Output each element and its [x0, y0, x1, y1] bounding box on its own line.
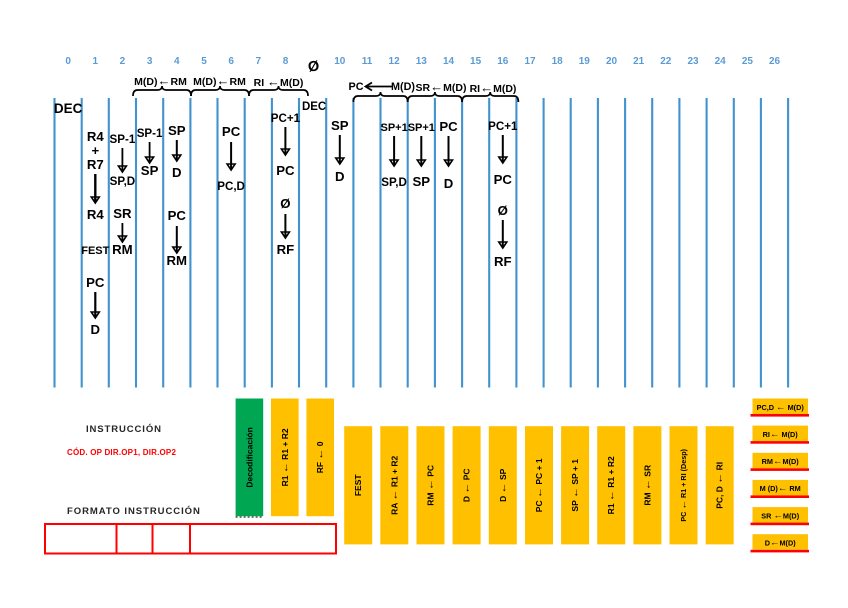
svg-text:1: 1: [93, 56, 99, 67]
svg-text:PC: PC: [222, 124, 241, 139]
svg-text:+: +: [91, 143, 99, 158]
svg-text:RF: RF: [277, 242, 295, 257]
svg-text:2: 2: [120, 56, 126, 67]
svg-text:PC, D ← RI: PC, D ← RI: [714, 462, 726, 509]
svg-text:R4: R4: [87, 207, 105, 222]
svg-text:CÓD. OP DIR.OP1, DIR.OP2: CÓD. OP DIR.OP1, DIR.OP2: [67, 448, 176, 457]
svg-text:SP: SP: [141, 163, 159, 178]
svg-text:SR ←M(D): SR ←M(D): [761, 510, 799, 521]
svg-text:Ø: Ø: [280, 196, 290, 211]
svg-text:18: 18: [552, 56, 564, 67]
svg-text:RF ← 0: RF ← 0: [314, 441, 326, 473]
svg-text:7: 7: [256, 56, 262, 67]
svg-text:RI ←M(D): RI ←M(D): [254, 74, 304, 89]
svg-text:R1 ← R1 + R2: R1 ← R1 + R2: [605, 456, 617, 514]
svg-text:PC+1: PC+1: [488, 120, 518, 133]
svg-text:8: 8: [283, 56, 289, 67]
svg-text:SP: SP: [168, 123, 186, 138]
svg-text:DEC: DEC: [302, 101, 326, 113]
svg-text:RM ← PC: RM ← PC: [425, 465, 437, 506]
svg-text:FEST: FEST: [353, 474, 363, 497]
svg-text:RM: RM: [112, 242, 133, 257]
svg-text:RI← M(D): RI← M(D): [763, 429, 799, 440]
svg-text:Ø: Ø: [498, 203, 508, 218]
svg-text:SP,D: SP,D: [110, 175, 136, 188]
svg-text:14: 14: [443, 56, 455, 67]
svg-text:PC: PC: [86, 275, 105, 290]
svg-text:4: 4: [174, 56, 180, 67]
svg-text:19: 19: [579, 56, 591, 67]
svg-text:PC ← R1 + RI (Desp): PC ← R1 + RI (Desp): [678, 448, 689, 521]
svg-text:12: 12: [389, 56, 401, 67]
svg-text:SP-1: SP-1: [137, 127, 163, 140]
svg-text:PC+1: PC+1: [271, 112, 301, 125]
svg-text:0: 0: [65, 56, 71, 67]
svg-text:PC: PC: [494, 172, 513, 187]
svg-text:RM: RM: [167, 253, 188, 268]
svg-text:SP+1: SP+1: [408, 122, 435, 134]
svg-text:PC,D: PC,D: [217, 180, 245, 193]
svg-text:R7: R7: [87, 157, 104, 172]
svg-text:Decodificación: Decodificación: [244, 427, 254, 487]
svg-text:21: 21: [633, 56, 645, 67]
svg-text:SP ← SP + 1: SP ← SP + 1: [569, 459, 581, 512]
svg-text:15: 15: [470, 56, 482, 67]
svg-text:FEST: FEST: [81, 245, 109, 257]
svg-text:10: 10: [334, 56, 346, 67]
svg-text:M(D): M(D): [391, 81, 415, 93]
svg-text:6: 6: [228, 56, 234, 67]
svg-text:SP: SP: [413, 174, 431, 189]
svg-text:SR: SR: [113, 206, 132, 221]
svg-text:D ← SP: D ← SP: [497, 468, 509, 502]
svg-text:RI←M(D): RI←M(D): [470, 80, 517, 95]
svg-text:PC: PC: [168, 208, 187, 223]
svg-text:RA ← R1 + R2: RA ← R1 + R2: [388, 455, 400, 514]
svg-text:25: 25: [742, 56, 754, 67]
svg-text:D ← PC: D ← PC: [461, 468, 473, 502]
svg-text:PC: PC: [439, 119, 458, 134]
svg-text:PC,D ← M(D): PC,D ← M(D): [757, 402, 805, 413]
svg-text:SR←M(D): SR←M(D): [416, 79, 467, 94]
svg-text:SP: SP: [331, 118, 349, 133]
svg-text:SP-1: SP-1: [110, 133, 136, 146]
svg-text:13: 13: [416, 56, 428, 67]
svg-text:Ø: Ø: [307, 59, 320, 76]
svg-text:PC: PC: [276, 163, 295, 178]
svg-text:R1 ← R1 + R2: R1 ← R1 + R2: [279, 428, 291, 486]
svg-text:M (D)← RM: M (D)← RM: [760, 483, 801, 494]
svg-text:M(D)←RM: M(D)←RM: [193, 73, 246, 88]
svg-text:17: 17: [524, 56, 536, 67]
svg-text:D: D: [444, 176, 454, 191]
svg-text:SP+1: SP+1: [380, 122, 407, 134]
svg-text:D←M(D): D←M(D): [765, 538, 797, 549]
svg-text:5: 5: [201, 56, 207, 67]
svg-text:16: 16: [497, 56, 509, 67]
svg-text:D: D: [91, 322, 101, 337]
svg-text:23: 23: [687, 56, 699, 67]
svg-text:PC: PC: [349, 81, 364, 93]
svg-text:11: 11: [362, 56, 373, 67]
svg-text:DEC: DEC: [54, 101, 83, 116]
svg-text:PC ← PC + 1: PC ← PC + 1: [533, 458, 545, 512]
svg-text:SP,D: SP,D: [381, 176, 407, 189]
svg-text:22: 22: [660, 56, 672, 67]
svg-text:RM ← SR: RM ← SR: [641, 465, 653, 506]
svg-text:FORMATO INSTRUCCIÓN: FORMATO INSTRUCCIÓN: [67, 505, 201, 517]
svg-text:26: 26: [769, 56, 781, 67]
svg-text:24: 24: [715, 56, 727, 67]
svg-text:INSTRUCCIÓN: INSTRUCCIÓN: [86, 423, 162, 435]
svg-text:20: 20: [606, 56, 618, 67]
svg-text:R4: R4: [87, 129, 105, 144]
svg-text:M(D)←RM: M(D)←RM: [134, 73, 187, 88]
svg-text:RM←M(D): RM←M(D): [762, 456, 800, 467]
svg-text:RF: RF: [494, 254, 512, 269]
svg-text:D: D: [335, 169, 345, 184]
svg-text:3: 3: [147, 56, 153, 67]
svg-text:D: D: [172, 165, 182, 180]
